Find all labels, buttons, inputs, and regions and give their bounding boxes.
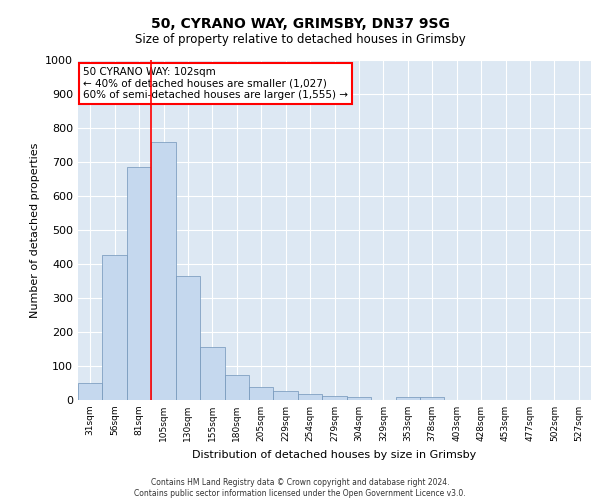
Bar: [103, 256, 127, 400]
Bar: [298, 394, 322, 400]
Bar: [78, 383, 103, 400]
Bar: [322, 396, 347, 400]
X-axis label: Distribution of detached houses by size in Grimsby: Distribution of detached houses by size …: [193, 450, 476, 460]
Bar: [420, 398, 445, 400]
Y-axis label: Number of detached properties: Number of detached properties: [29, 142, 40, 318]
Bar: [151, 142, 176, 400]
Bar: [395, 398, 420, 400]
Bar: [127, 167, 151, 400]
Text: 50 CYRANO WAY: 102sqm
← 40% of detached houses are smaller (1,027)
60% of semi-d: 50 CYRANO WAY: 102sqm ← 40% of detached …: [83, 67, 348, 100]
Bar: [347, 398, 371, 400]
Bar: [200, 348, 224, 400]
Text: Contains HM Land Registry data © Crown copyright and database right 2024.
Contai: Contains HM Land Registry data © Crown c…: [134, 478, 466, 498]
Text: 50, CYRANO WAY, GRIMSBY, DN37 9SG: 50, CYRANO WAY, GRIMSBY, DN37 9SG: [151, 18, 449, 32]
Bar: [224, 374, 249, 400]
Bar: [249, 387, 274, 400]
Text: Size of property relative to detached houses in Grimsby: Size of property relative to detached ho…: [134, 32, 466, 46]
Bar: [274, 391, 298, 400]
Bar: [176, 276, 200, 400]
